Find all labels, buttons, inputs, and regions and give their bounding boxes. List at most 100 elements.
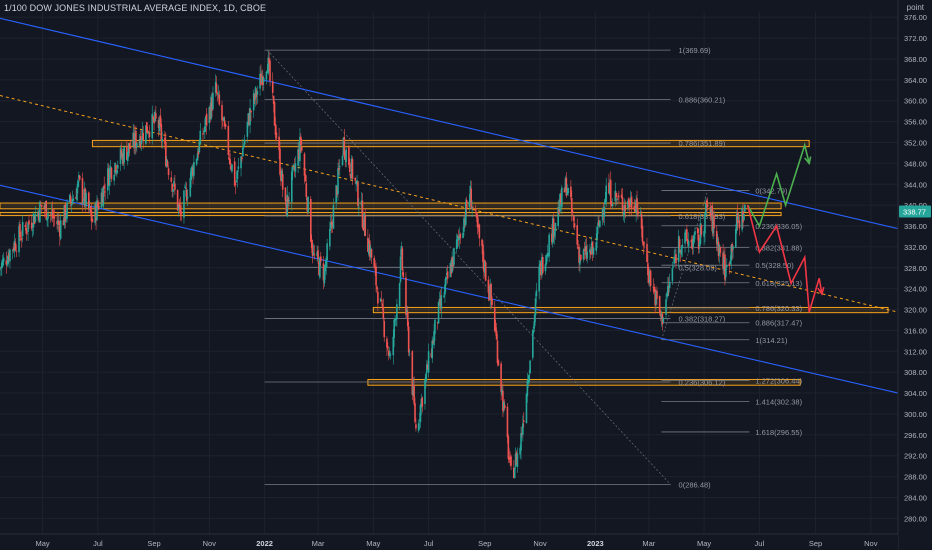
candle-body <box>406 310 408 313</box>
candle-body <box>395 319 397 321</box>
candle-body <box>736 212 739 223</box>
candle-body <box>525 394 528 424</box>
candle-body <box>637 210 639 215</box>
candle-body <box>350 158 353 179</box>
candle-body <box>464 221 466 222</box>
candle-body <box>1 259 4 266</box>
candle-body <box>306 198 308 212</box>
candle-body <box>20 238 23 240</box>
candle-body <box>512 467 515 479</box>
candle-body <box>591 241 594 254</box>
candle-body <box>623 205 626 216</box>
candle-body <box>648 271 651 284</box>
candle-body <box>431 340 434 359</box>
candle-body <box>248 114 250 125</box>
candle-body <box>509 457 511 459</box>
candle-body <box>503 402 505 409</box>
candle-body <box>713 215 715 229</box>
candle-body <box>97 202 99 207</box>
candle-body <box>94 203 96 223</box>
candle-body <box>658 295 661 313</box>
price-axis[interactable]: 376.00 372.00 368.00 364.00 360.00 356.00 352.… <box>897 0 932 550</box>
projection-path <box>746 142 810 228</box>
candle-body <box>303 153 306 176</box>
candle-body <box>354 177 357 181</box>
candle-body <box>693 234 695 243</box>
candle-body <box>679 250 682 254</box>
candle-body <box>642 241 645 246</box>
candle-body <box>627 200 629 209</box>
candle-body <box>577 246 579 248</box>
candle-body <box>205 113 208 126</box>
time-axis[interactable]: May Jul Sep Nov 2022 Mar May Jul Sep Nov 2023 Mar Ma… <box>0 533 898 550</box>
candle-body <box>553 230 556 236</box>
candle-body <box>230 166 232 170</box>
candle-body <box>712 216 714 234</box>
candle-body <box>405 277 407 315</box>
candle-body <box>132 132 135 147</box>
price-axis-bg <box>898 0 932 550</box>
price-tick-label: 292.00 <box>904 452 927 461</box>
candle-body <box>360 200 363 206</box>
fib-level-label: 0(286.48) <box>679 481 712 490</box>
candle-body <box>709 207 712 216</box>
candle-body <box>246 122 249 137</box>
candle-body <box>493 307 496 331</box>
candle-body <box>5 260 8 265</box>
candle-body <box>680 247 683 255</box>
candle-body <box>483 261 486 274</box>
candle-body <box>563 188 566 193</box>
candle-body <box>425 373 427 382</box>
candle-body <box>141 129 144 141</box>
candle-body <box>129 147 132 149</box>
candle-body <box>2 257 5 262</box>
candle-body <box>414 403 416 422</box>
candle-body <box>362 225 365 231</box>
candle-body <box>62 220 65 226</box>
candle-body <box>392 336 395 356</box>
candle-body <box>551 218 554 244</box>
candle-body <box>348 162 351 172</box>
candle-body <box>379 298 382 302</box>
candle-body <box>57 220 59 225</box>
candle-body <box>179 205 182 214</box>
candle-body <box>31 229 34 231</box>
candle-body <box>278 136 280 151</box>
candle-body <box>433 331 435 346</box>
candle-body <box>123 146 125 163</box>
candle-body <box>660 313 663 319</box>
candle-body <box>552 218 555 238</box>
candle-body <box>686 229 688 241</box>
candle-body <box>0 267 2 269</box>
candle-body <box>458 235 461 240</box>
candle-body <box>380 299 383 301</box>
candle-body <box>506 406 509 438</box>
candle-body <box>465 200 468 209</box>
candle-body <box>635 199 637 213</box>
candle-body <box>319 257 321 278</box>
price-tick-label: 324.00 <box>904 285 927 294</box>
candle-body <box>223 120 226 127</box>
candle-body <box>564 178 567 191</box>
price-tick-label: 352.00 <box>904 139 927 148</box>
candle-body <box>580 254 582 260</box>
candle-body <box>449 262 452 278</box>
candle-body <box>400 246 403 256</box>
candle-body <box>521 432 523 434</box>
candle-body <box>700 225 703 235</box>
candle-body <box>734 229 737 248</box>
candle-body <box>184 186 186 188</box>
candle-body <box>218 94 221 105</box>
candle-body <box>516 453 519 468</box>
candle-body <box>578 246 580 263</box>
candle-body <box>316 252 318 257</box>
candle-body <box>164 137 166 144</box>
candle-body <box>75 196 77 199</box>
candle-body <box>331 222 334 227</box>
candle-body <box>310 198 312 242</box>
fib-level-label: 0.5(328.09) <box>679 263 718 272</box>
candle-body <box>202 133 204 135</box>
candle-body <box>174 183 176 190</box>
candle-body <box>377 291 379 304</box>
